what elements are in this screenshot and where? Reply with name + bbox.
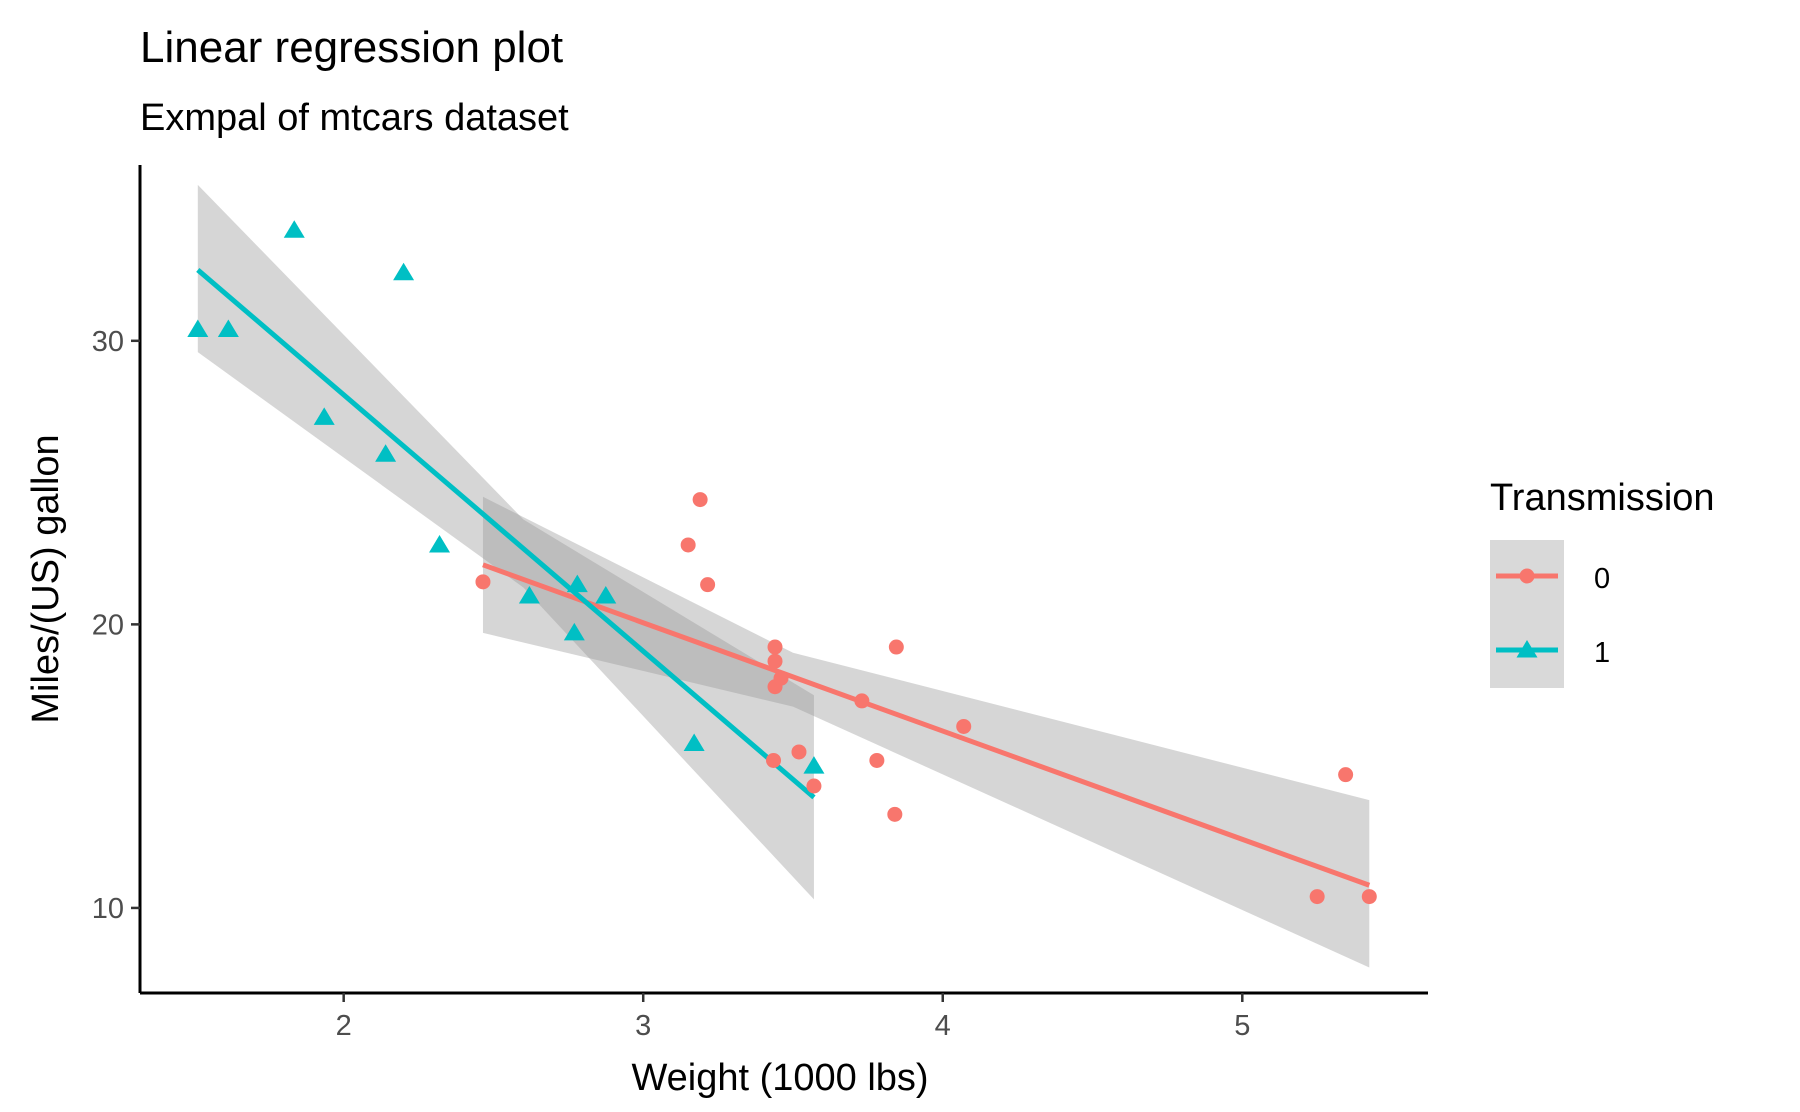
point-0-12 [869, 752, 885, 768]
point-0-4 [767, 653, 783, 669]
y-axis-ticks: 10 20 30 [92, 326, 140, 925]
point-0-2 [692, 492, 708, 508]
point-1-6 [429, 534, 451, 553]
point-1-0 [187, 319, 209, 337]
data-points [187, 220, 1377, 905]
point-1-8 [563, 622, 585, 641]
point-1-7 [518, 586, 540, 604]
x-tick-label-4: 4 [935, 1010, 951, 1042]
point-0-3 [700, 577, 716, 593]
point-0-14 [888, 639, 904, 655]
fit-line-1 [196, 268, 816, 800]
confidence-band-1 [197, 184, 814, 900]
point-0-7 [766, 752, 782, 768]
x-tick-label-5: 5 [1234, 1010, 1250, 1042]
y-tick-label-20: 20 [92, 609, 124, 641]
point-1-11 [683, 733, 705, 751]
point-1-9 [566, 574, 588, 593]
point-1-2 [283, 220, 305, 238]
fit-line-0 [482, 562, 1371, 888]
point-0-18 [1361, 889, 1377, 905]
point-0-17 [1338, 767, 1354, 783]
point-0-10 [806, 778, 822, 794]
x-axis-title: Weight (1000 lbs) [631, 1057, 928, 1099]
point-0-15 [956, 718, 972, 734]
legend-key-marker-0 [1519, 568, 1535, 584]
x-tick-label-3: 3 [635, 1010, 651, 1042]
point-0-16 [1309, 889, 1325, 905]
point-0-8 [773, 670, 789, 686]
point-0-5 [767, 639, 783, 655]
legend-label-1: 1 [1594, 637, 1610, 669]
y-axis-title: Miles/(US) gallon [25, 434, 67, 723]
point-0-1 [680, 537, 696, 553]
point-0-9 [791, 744, 807, 760]
point-1-5 [393, 262, 415, 281]
legend: Transmission 0 1 [1490, 477, 1715, 688]
y-tick-label-10: 10 [92, 893, 124, 925]
point-1-12 [803, 756, 825, 774]
point-0-13 [887, 806, 903, 822]
confidence-band-0 [482, 496, 1370, 968]
legend-label-0: 0 [1594, 563, 1610, 595]
x-tick-label-2: 2 [336, 1010, 352, 1042]
fit-lines [196, 268, 1371, 888]
point-0-0 [475, 574, 491, 590]
legend-key-marker-1 [1516, 640, 1538, 658]
legend-title: Transmission [1490, 477, 1715, 519]
point-1-3 [313, 407, 335, 425]
point-1-10 [595, 586, 617, 604]
point-0-11 [854, 693, 870, 709]
point-1-1 [217, 319, 239, 337]
legend-key-background [1490, 540, 1564, 688]
y-tick-label-30: 30 [92, 326, 124, 358]
chart-title: Linear regression plot [140, 23, 563, 72]
confidence-bands [197, 184, 1370, 968]
chart-subtitle: Exmpal of mtcars dataset [140, 97, 569, 139]
x-axis-ticks: 2 3 4 5 [336, 993, 1250, 1042]
point-1-4 [375, 444, 397, 462]
